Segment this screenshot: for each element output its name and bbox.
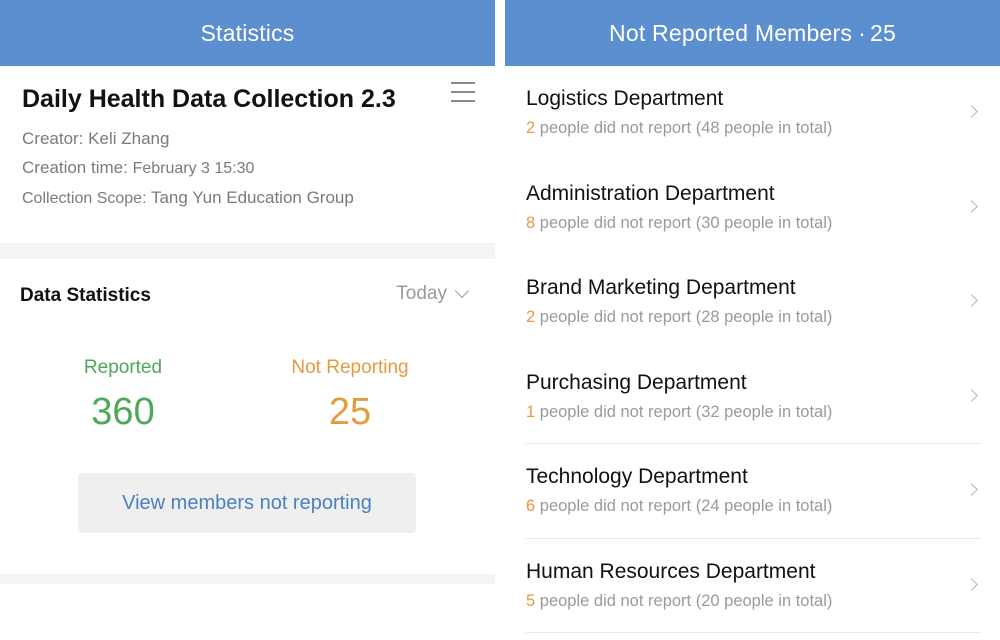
header-title: Statistics	[200, 19, 295, 46]
chevron-right-icon	[965, 294, 978, 307]
department-summary: 1 people did not report (32 people in to…	[526, 403, 832, 422]
department-name: Brand Marketing Department	[526, 276, 796, 299]
scope-row: Collection Scope: Tang Yun Education Gro…	[22, 183, 473, 213]
not-reported-count: 5	[526, 591, 536, 610]
bottom-divider	[0, 574, 495, 584]
panel-gutter	[495, 0, 505, 640]
task-card: Daily Health Data Collection 2.3 Creator…	[0, 66, 495, 243]
department-list: Logistics Department 2 people did not re…	[505, 66, 1000, 633]
summary-text: people did not report (48 people in tota…	[535, 119, 833, 137]
statistics-header: Statistics	[0, 0, 495, 66]
department-summary: 2 people did not report (48 people in to…	[526, 119, 832, 138]
summary-text: people did not report (32 people in tota…	[535, 402, 833, 421]
creation-time-value: February 3 15:30	[132, 160, 255, 177]
department-name: Technology Department	[526, 465, 748, 488]
not-reported-count: 6	[526, 497, 536, 515]
chevron-down-icon	[454, 283, 470, 299]
scope-value: Tang Yun Education Group	[150, 188, 354, 207]
scope-label: Collection Scope:	[22, 190, 147, 207]
creation-time-label: Creation time:	[22, 158, 128, 177]
chevron-right-icon	[965, 105, 978, 118]
creation-time-row: Creation time: February 3 15:30	[22, 153, 473, 183]
not-reported-header: Not Reported Members · 25	[505, 0, 1000, 66]
department-summary: 8 people did not report (30 people in to…	[526, 214, 832, 233]
department-row[interactable]: Human Resources Department 5 people did …	[526, 539, 980, 633]
not-reported-count: 2	[526, 308, 536, 326]
reported-label: Reported	[83, 357, 163, 378]
menu-icon[interactable]	[451, 82, 475, 104]
department-summary: 2 people did not report (28 people in to…	[526, 308, 832, 327]
department-row[interactable]: Brand Marketing Department 2 people did …	[526, 255, 980, 350]
summary-text: people did not report (28 people in tota…	[535, 308, 833, 326]
header-separator: ·	[858, 19, 866, 46]
department-summary: 6 people did not report (24 people in to…	[526, 497, 832, 516]
not-reporting-label: Not Reporting	[291, 357, 409, 378]
reported-stat: Reported 360	[23, 357, 223, 434]
creator-value: Keli Zhang	[88, 129, 170, 148]
header-count: 25	[869, 19, 896, 46]
summary-text: people did not report (24 people in tota…	[535, 497, 833, 515]
department-row[interactable]: Logistics Department 2 people did not re…	[526, 66, 980, 161]
not-reporting-stat: Not Reporting 25	[250, 357, 450, 434]
not-reported-count: 8	[526, 213, 536, 232]
view-members-not-reporting-button[interactable]: View members not reporting	[78, 473, 416, 533]
department-name: Logistics Department	[526, 87, 724, 110]
summary-text: people did not report (20 people in tota…	[535, 591, 833, 610]
section-divider	[0, 243, 495, 259]
task-title: Daily Health Data Collection 2.3	[22, 85, 396, 113]
period-label: Today	[396, 283, 447, 304]
chevron-right-icon	[965, 483, 978, 496]
summary-text: people did not report (30 people in tota…	[535, 213, 833, 232]
department-row[interactable]: Technology Department 6 people did not r…	[526, 444, 980, 539]
chevron-right-icon	[965, 199, 978, 213]
reported-value: 360	[91, 391, 155, 433]
data-statistics-section: Data Statistics Today Reported 360 Not R…	[0, 259, 495, 574]
department-row[interactable]: Purchasing Department 1 people did not r…	[526, 350, 980, 444]
not-reported-count: 1	[526, 402, 536, 421]
department-row[interactable]: Administration Department 8 people did n…	[526, 161, 980, 256]
department-summary: 5 people did not report (20 people in to…	[526, 592, 832, 611]
department-name: Purchasing Department	[526, 370, 747, 394]
department-name: Human Resources Department	[526, 559, 816, 583]
not-reported-count: 2	[526, 119, 536, 137]
header-title: Not Reported Members	[609, 19, 853, 46]
statistics-panel: Statistics Daily Health Data Collection …	[0, 0, 495, 640]
creator-row: Creator: Keli Zhang	[22, 124, 473, 153]
stats-title: Data Statistics	[20, 285, 151, 306]
chevron-right-icon	[965, 388, 978, 402]
chevron-right-icon	[965, 577, 978, 591]
period-dropdown[interactable]: Today	[396, 283, 470, 305]
department-name: Administration Department	[526, 181, 775, 205]
creator-label: Creator:	[22, 129, 84, 148]
not-reporting-value: 25	[328, 391, 372, 433]
not-reported-panel: Not Reported Members · 25 Logistics Depa…	[505, 0, 1000, 640]
